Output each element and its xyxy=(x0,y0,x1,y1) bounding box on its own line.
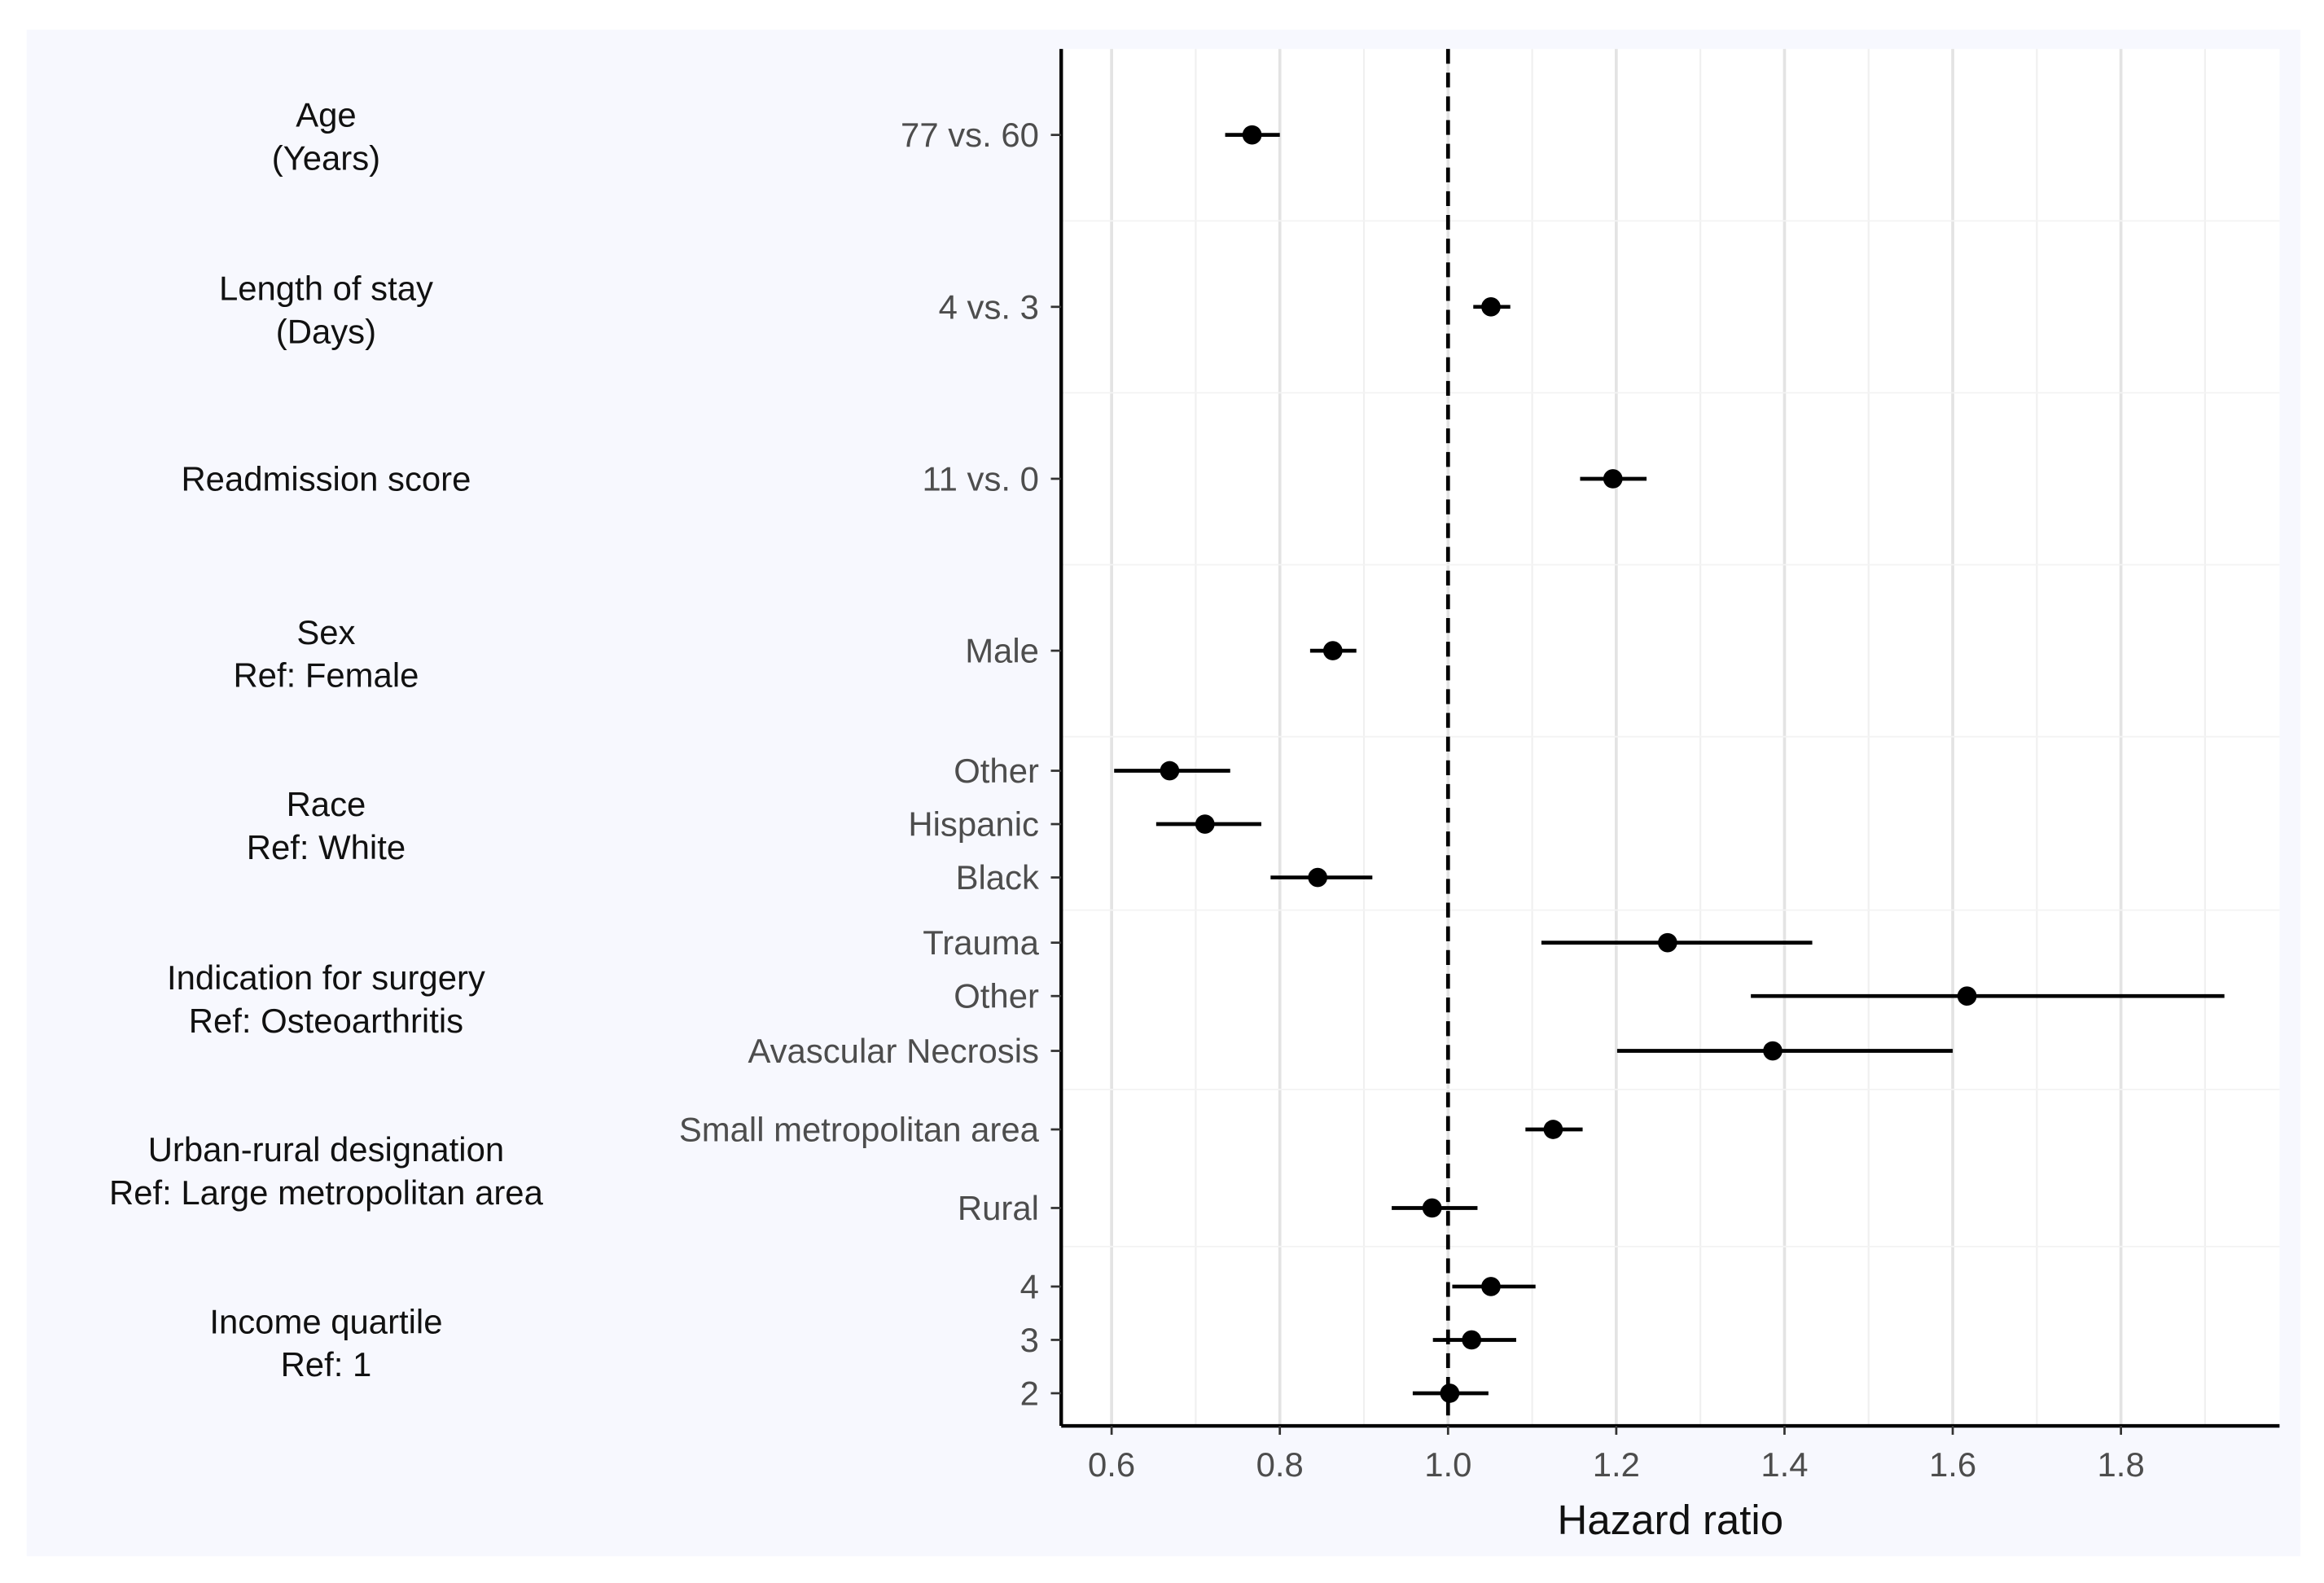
row-label: Black xyxy=(956,858,1039,897)
x-tick-label: 1.4 xyxy=(1761,1445,1808,1484)
group-separators xyxy=(1061,220,2280,1248)
row-label: Avascular Necrosis xyxy=(748,1032,1038,1070)
x-tick-label: 1.6 xyxy=(1929,1445,1976,1484)
row-label: 4 vs. 3 xyxy=(939,287,1039,326)
hazard-ratio-point xyxy=(1763,1041,1782,1061)
hazard-ratio-point xyxy=(1481,296,1501,317)
row-label: Small metropolitan area xyxy=(679,1111,1040,1149)
y-tick-labels: 77 vs. 60 4 vs. 3 11 vs. 0 Male Other Hispani… xyxy=(679,116,1062,1413)
group-label: (Years) xyxy=(272,138,380,177)
x-ticks: 0.6 0.8 1.0 1.2 1.4 1.6 1.8 xyxy=(1088,1426,2145,1484)
hazard-ratio-point xyxy=(1440,1383,1460,1403)
row-label: 4 xyxy=(1020,1267,1039,1305)
x-tick-label: 0.6 xyxy=(1088,1445,1135,1484)
x-tick-label: 1.0 xyxy=(1424,1445,1471,1484)
row-label: Other xyxy=(954,977,1039,1015)
hazard-ratio-point xyxy=(1308,867,1328,888)
group-label: Sex xyxy=(296,613,355,651)
group-label: Age xyxy=(296,96,356,134)
hazard-ratio-point xyxy=(1160,761,1180,781)
group-label: Readmission score xyxy=(181,460,471,498)
row-label: Hispanic xyxy=(908,805,1039,844)
hazard-ratio-point xyxy=(1462,1330,1482,1350)
row-label: Other xyxy=(954,752,1039,790)
group-label: Indication for surgery xyxy=(167,958,485,997)
row-label: Rural xyxy=(958,1189,1039,1227)
hazard-ratio-point xyxy=(1242,125,1262,145)
row-label: Trauma xyxy=(923,923,1039,962)
group-label: (Days) xyxy=(276,312,376,350)
x-axis-title: Hazard ratio xyxy=(1558,1497,1784,1543)
row-label: 2 xyxy=(1020,1375,1039,1413)
group-label: Length of stay xyxy=(219,270,433,308)
group-label: Urban-rural designation xyxy=(148,1130,504,1169)
row-label: Male xyxy=(965,632,1039,670)
row-label: 3 xyxy=(1020,1321,1039,1359)
group-label: Ref: Osteoarthritis xyxy=(189,1002,463,1040)
x-tick-label: 1.8 xyxy=(2098,1445,2145,1484)
group-label: Income quartile xyxy=(209,1302,442,1340)
x-tick-label: 1.2 xyxy=(1593,1445,1640,1484)
plot-panel xyxy=(1061,49,2280,1427)
group-label: Ref: Female xyxy=(233,656,419,695)
group-label: Ref: White xyxy=(247,828,406,866)
group-labels: Age (Years) Length of stay (Days) Readmissio… xyxy=(109,96,544,1383)
hazard-ratio-point xyxy=(1322,641,1343,660)
group-label: Race xyxy=(287,785,366,823)
hazard-ratio-point xyxy=(1543,1120,1563,1139)
hazard-ratio-point xyxy=(1957,986,1977,1006)
hazard-ratio-point xyxy=(1195,814,1215,834)
x-tick-label: 0.8 xyxy=(1256,1445,1304,1484)
row-label: 77 vs. 60 xyxy=(901,116,1039,154)
hazard-ratio-point xyxy=(1481,1277,1501,1296)
hazard-ratio-point xyxy=(1603,469,1623,489)
hazard-ratio-point xyxy=(1658,932,1677,953)
group-label: Ref: Large metropolitan area xyxy=(109,1173,544,1212)
estimates xyxy=(1114,125,2225,1403)
hazard-ratio-point xyxy=(1422,1198,1442,1218)
row-label: 11 vs. 0 xyxy=(922,460,1038,498)
group-label: Ref: 1 xyxy=(281,1345,372,1383)
